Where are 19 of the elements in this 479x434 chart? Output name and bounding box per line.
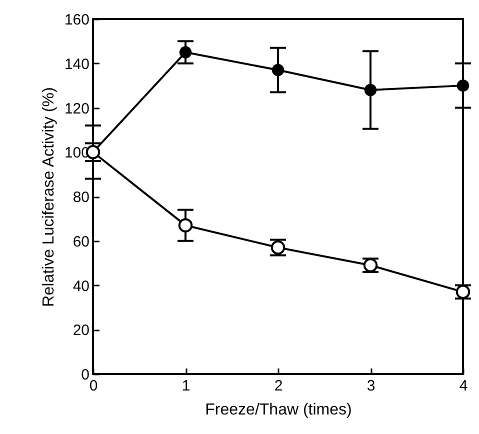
y-tick-label: 0 <box>81 366 90 384</box>
y-tick-label: 140 <box>64 56 90 73</box>
point <box>272 64 284 76</box>
y-axis-title: Relative Luciferase Activity (%) <box>40 87 58 307</box>
x-tick-label: 2 <box>274 378 283 394</box>
point <box>364 84 377 96</box>
x-tick-label: 3 <box>366 378 376 394</box>
y-tick-label: 120 <box>64 100 90 118</box>
y-tick-label: 60 <box>72 233 90 250</box>
x-tick-label: 1 <box>182 378 190 394</box>
y-tick-label: 20 <box>72 322 90 340</box>
y-tick-label: 40 <box>72 278 90 295</box>
point <box>178 218 193 232</box>
x-tick-label: 4 <box>459 378 468 394</box>
point <box>179 46 192 58</box>
y-tick-label: 80 <box>72 189 90 206</box>
x-axis-title: Freeze/Thaw (times) <box>205 402 352 418</box>
point <box>456 79 470 92</box>
y-tick-label: 160 <box>64 12 90 28</box>
